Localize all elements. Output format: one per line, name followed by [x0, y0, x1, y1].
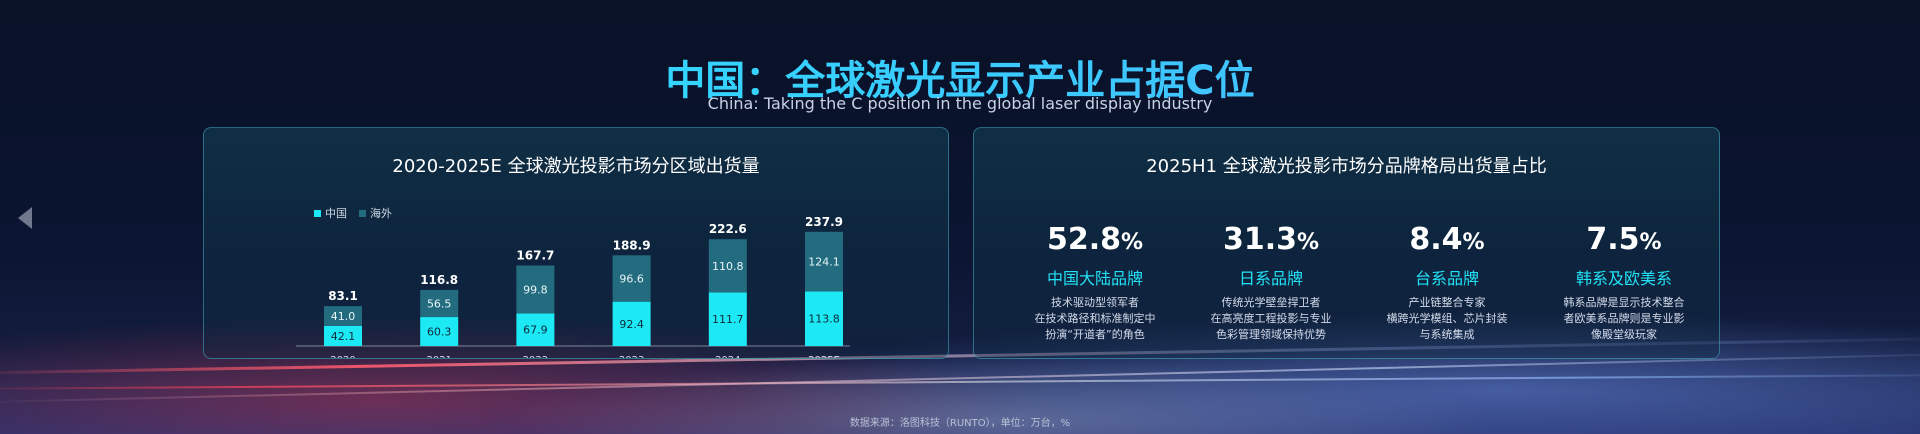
light-streak	[0, 374, 1920, 390]
bar-value-label: 111.7	[712, 313, 744, 326]
x-tick-label: 2025E	[808, 355, 840, 358]
brand-name: 日系品牌	[1181, 265, 1361, 289]
bar-total-label: 167.7	[516, 249, 554, 263]
brand-stat-korea-western: 7.5% 韩系及欧美系 韩系品牌是显示技术整合 者欧美系品牌则是专业影 像殿堂级玩家	[1534, 222, 1714, 343]
bar-value-label: 67.9	[523, 324, 548, 337]
bar-total-label: 222.6	[709, 222, 747, 236]
brand-percent: 8.4%	[1357, 222, 1537, 257]
bar-value-label: 113.8	[808, 313, 840, 326]
x-tick-label: 2024	[715, 355, 740, 358]
brand-description: 技术驱动型领军者 在技术路径和标准制定中 扮演“开道者”的角色	[1005, 295, 1185, 343]
stacked-bar-chart: 42.1 41.0 83.1 2020 60.3 56.5 116.8 2021 67.9 99.…	[204, 128, 948, 358]
brand-share-panel: 2025H1 全球激光投影市场分品牌格局出货量占比 52.8% 中国大陆品牌 技…	[973, 127, 1720, 359]
brand-description: 韩系品牌是显示技术整合 者欧美系品牌则是专业影 像殿堂级玩家	[1534, 295, 1714, 343]
x-tick-label: 2021	[426, 355, 451, 358]
bar-value-label: 96.6	[619, 272, 644, 285]
bar-value-label: 92.4	[619, 318, 644, 331]
brand-stat-china: 52.8% 中国大陆品牌 技术驱动型领军者 在技术路径和标准制定中 扮演“开道者”的…	[1005, 222, 1185, 343]
bar-value-label: 42.1	[331, 330, 356, 343]
bar-total-label: 237.9	[805, 215, 843, 229]
bar-value-label: 56.5	[427, 297, 452, 310]
bar-value-label: 124.1	[808, 256, 840, 269]
brand-name: 台系品牌	[1357, 265, 1537, 289]
brand-percent: 52.8%	[1005, 222, 1185, 257]
brand-stat-japan: 31.3% 日系品牌 传统光学壁垒捍卫者 在高亮度工程投影与专业 色彩管理领域保持优…	[1181, 222, 1361, 343]
bar-value-label: 41.0	[331, 310, 356, 323]
bar-value-label: 60.3	[427, 326, 452, 339]
x-tick-label: 2020	[330, 355, 355, 358]
x-tick-label: 2022	[523, 355, 548, 358]
bar-value-label: 110.8	[712, 260, 744, 273]
shipment-chart-panel: 2020-2025E 全球激光投影市场分区域出货量 中国 海外 42.1 41.0…	[203, 127, 949, 359]
brand-share-title: 2025H1 全球激光投影市场分品牌格局出货量占比	[974, 152, 1719, 178]
brand-description: 传统光学壁垒捍卫者 在高亮度工程投影与专业 色彩管理领域保持优势	[1181, 295, 1361, 343]
bar-value-label: 99.8	[523, 283, 548, 296]
bar-total-label: 116.8	[420, 273, 458, 287]
brand-percent: 7.5%	[1534, 222, 1714, 257]
brand-name: 韩系及欧美系	[1534, 265, 1714, 289]
brand-stat-taiwan: 8.4% 台系品牌 产业链整合专家 横跨光学模组、芯片封装 与系统集成	[1357, 222, 1537, 343]
bar-total-label: 188.9	[613, 238, 651, 252]
brand-name: 中国大陆品牌	[1005, 265, 1185, 289]
prev-slide-arrow-icon[interactable]	[18, 207, 32, 229]
data-source-footnote: 数据来源：洛图科技（RUNTO），单位：万台，%	[0, 414, 1920, 429]
brand-description: 产业链整合专家 横跨光学模组、芯片封装 与系统集成	[1357, 295, 1537, 343]
bar-total-label: 83.1	[328, 289, 358, 303]
brand-percent: 31.3%	[1181, 222, 1361, 257]
page-subtitle: China: Taking the C position in the glob…	[0, 94, 1920, 113]
x-tick-label: 2023	[619, 355, 644, 358]
